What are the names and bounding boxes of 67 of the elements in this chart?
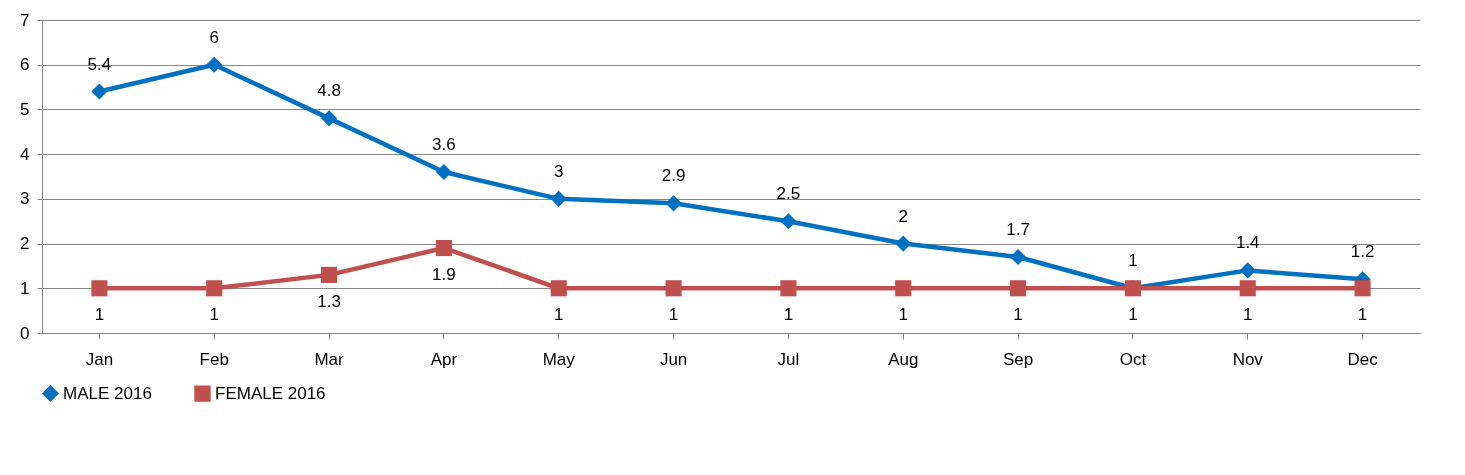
x-tick-label: Aug [888,349,919,369]
data-label: 2 [898,206,908,226]
legend-label: MALE 2016 [63,383,152,403]
point [1239,262,1256,279]
y-tick-label: 6 [20,55,30,75]
data-label: 6 [209,27,219,47]
data-label: 1.3 [317,291,341,311]
data-label: 1.4 [1235,233,1260,253]
data-label: 1.7 [1006,219,1030,239]
data-label: 3.6 [432,135,456,155]
data-label: 1 [94,305,105,325]
y-tick-label: 1 [20,278,30,298]
x-tick-label: Dec [1347,349,1379,369]
point [1354,280,1371,297]
data-label: 2.9 [661,166,686,186]
data-label: 1 [668,305,679,325]
data-label: 3 [554,161,564,181]
x-tick-label: Sep [1002,349,1034,369]
point [1010,280,1027,297]
point [665,195,682,212]
point [435,163,452,181]
data-label: 1 [1128,305,1138,325]
x-tick-label: Jun [659,349,688,369]
point [206,280,223,297]
data-label: 1 [898,305,908,325]
x-tick-label: Feb [199,349,229,369]
point [91,280,108,297]
point [321,266,338,283]
point [321,110,338,127]
data-label: 1 [1128,251,1138,271]
point [91,83,108,100]
data-label: 1.9 [432,265,456,285]
data-label: 1 [209,305,219,325]
point [1010,248,1027,266]
x-tick-label: Apr [430,349,458,369]
point [550,190,567,207]
x-tick-label: Mar [314,349,345,369]
data-label: 1 [554,305,564,325]
data-label: 1.2 [1350,242,1375,262]
x-tick-label: Oct [1119,349,1147,369]
legend-label: FEMALE 2016 [215,383,326,403]
y-tick-label: 0 [20,323,30,343]
data-label: 5.4 [87,54,112,74]
data-label: 2.5 [776,184,801,204]
point [550,280,567,297]
x-tick-label: May [542,349,576,369]
data-label: 1 [1243,305,1253,325]
point [206,56,223,73]
point [895,235,912,252]
x-tick-label: Jan [85,349,114,369]
data-label: 1 [1013,305,1023,325]
y-tick-label: 3 [20,189,30,209]
point [1239,280,1256,297]
y-tick-label: 7 [20,10,30,30]
x-tick-label: Nov [1232,349,1264,369]
point [780,213,797,230]
y-tick-label: 2 [20,234,30,254]
point [435,239,452,257]
data-label: 1 [1357,305,1368,325]
point [665,280,682,297]
point [895,280,912,297]
y-tick-label: 5 [20,99,30,119]
x-tick-label: Jul [777,349,800,369]
y-tick-label: 4 [20,144,30,164]
data-label: 4.8 [317,81,341,101]
point [780,280,797,297]
data-label: 1 [783,305,794,325]
